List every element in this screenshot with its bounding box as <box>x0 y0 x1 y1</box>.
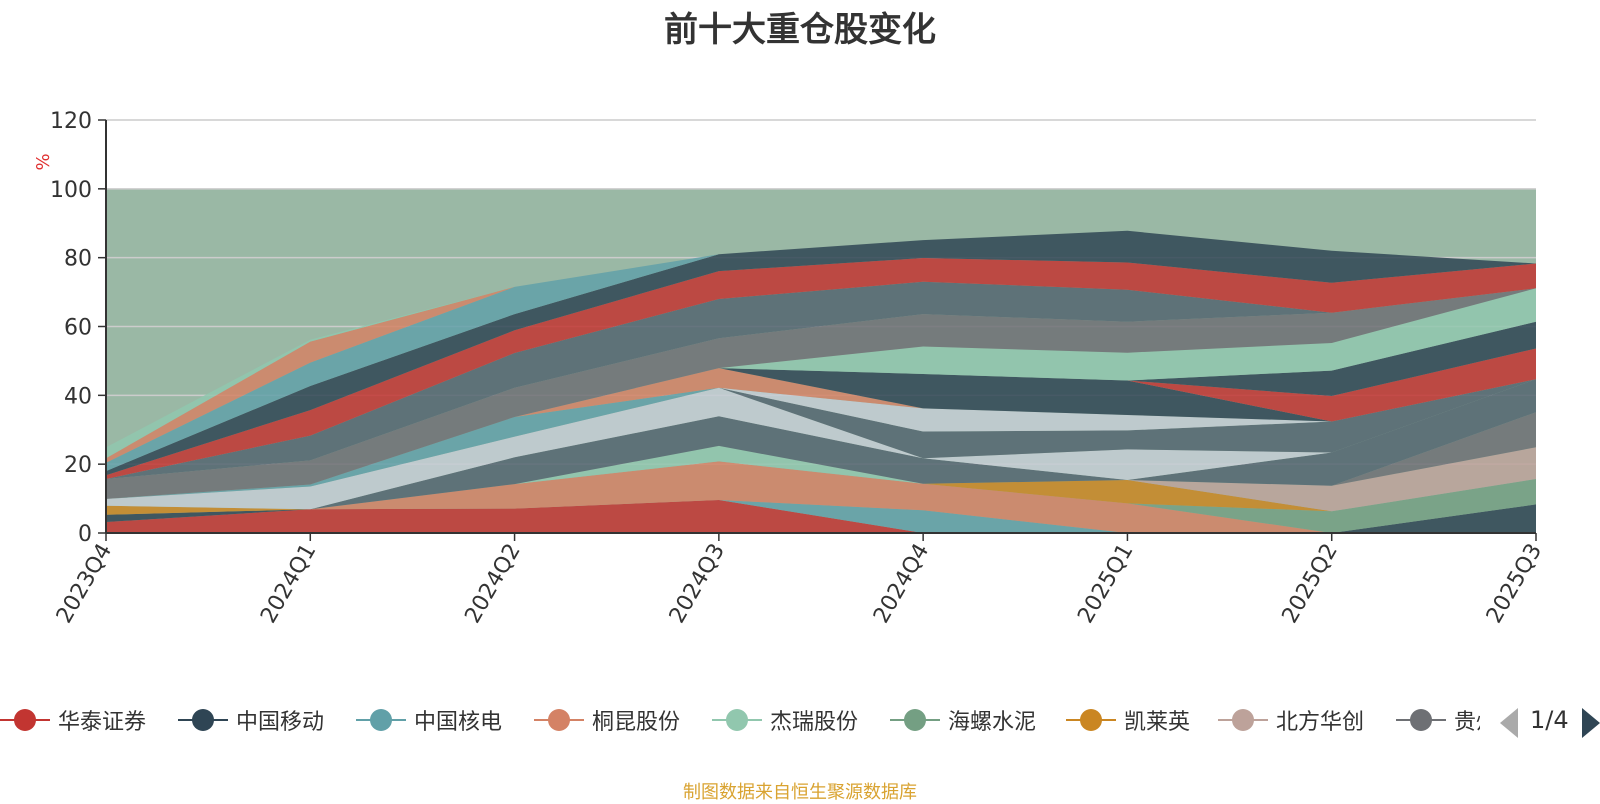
legend-label: 杰瑞股份 <box>770 710 859 735</box>
legend-item[interactable]: 杰瑞股份 <box>712 700 858 740</box>
x-tick-label: 2024Q3 <box>665 540 730 628</box>
area-series-11[interactable] <box>106 379 1536 510</box>
area-series-18[interactable] <box>106 348 1536 499</box>
legend-marker-icon <box>712 708 762 732</box>
legend-marker-icon <box>890 708 940 732</box>
area-series-23[interactable] <box>106 258 1536 479</box>
chart-canvas: 0 20 40 60 80 100 120% 2023Q4 2024Q1 2024Q2 2024Q3… <box>33 109 1547 628</box>
legend-label: 海螺水泥 <box>948 710 1037 735</box>
x-tick-label: 2025Q2 <box>1278 540 1343 628</box>
legend-label: 贵州茅台 <box>1454 710 1480 735</box>
legend-items: 华泰证券 中国移动 中国核电 桐昆股份 杰瑞股份 海螺水泥 凯莱英 北方华创 贵州茅台 <box>0 700 1480 740</box>
y-axis-label: % <box>33 153 54 170</box>
y-tick-label: 120 <box>50 109 92 134</box>
legend-prev-page-icon[interactable] <box>1500 708 1518 738</box>
legend-label: 桐昆股份 <box>592 710 681 735</box>
chart-title: 前十大重仓股变化 <box>664 10 936 50</box>
area-series-layer <box>106 230 1536 533</box>
y-tick-label: 100 <box>50 178 92 203</box>
legend-next-page-icon[interactable] <box>1582 708 1600 738</box>
legend-marker-icon <box>356 708 406 732</box>
legend-label: 中国核电 <box>414 710 503 735</box>
legend-item[interactable]: 桐昆股份 <box>534 700 680 740</box>
y-tick-label: 0 <box>78 522 92 547</box>
area-series-17[interactable] <box>106 368 1536 499</box>
area-series-10[interactable] <box>106 379 1536 510</box>
area-series-24[interactable] <box>106 230 1536 476</box>
y-tick-label: 80 <box>64 247 92 272</box>
legend-item[interactable]: 中国移动 <box>178 700 324 740</box>
legend-marker-icon <box>534 708 584 732</box>
y-tick-label: 20 <box>64 453 92 478</box>
legend-marker-icon <box>178 708 228 732</box>
source-note: 制图数据来自恒生聚源数据库 <box>683 782 917 803</box>
x-tick-label: 2024Q2 <box>460 540 525 628</box>
legend-page-indicator: 1/4 <box>1530 706 1569 734</box>
legend-label: 中国移动 <box>236 710 325 735</box>
area-series-7[interactable] <box>106 445 1536 515</box>
legend-marker-icon <box>1396 708 1446 732</box>
legend-item[interactable]: 凯莱英 <box>1066 700 1190 740</box>
legend-item[interactable]: 北方华创 <box>1218 700 1364 740</box>
area-series-6[interactable] <box>106 445 1536 533</box>
area-series-22[interactable] <box>106 281 1536 479</box>
x-tick-label: 2024Q1 <box>256 540 321 628</box>
area-series-21[interactable] <box>106 288 1536 499</box>
y-tick-label: 60 <box>64 316 92 341</box>
legend-item[interactable]: 贵州茅台 <box>1396 700 1480 740</box>
legend-label: 北方华创 <box>1276 710 1365 735</box>
legend-item[interactable]: 海螺水泥 <box>890 700 1036 740</box>
legend-label: 华泰证券 <box>58 710 147 735</box>
area-series-2[interactable] <box>106 500 1536 533</box>
x-tick-label: 2025Q1 <box>1073 540 1138 628</box>
x-tick-label: 2024Q4 <box>869 540 934 628</box>
area-series-12[interactable] <box>106 379 1536 499</box>
legend-label: 凯莱英 <box>1124 710 1191 735</box>
legend-item[interactable]: 中国核电 <box>356 700 502 740</box>
area-series-3[interactable] <box>106 500 1536 533</box>
area-series-16[interactable] <box>106 368 1536 499</box>
legend-marker-icon <box>1066 708 1116 732</box>
legend-marker-icon <box>0 708 50 732</box>
x-tick-label: 2023Q4 <box>52 540 117 628</box>
area-series-4[interactable] <box>106 461 1536 533</box>
legend-item[interactable]: 华泰证券 <box>0 700 146 740</box>
legend-marker-icon <box>1218 708 1268 732</box>
area-series-25[interactable] <box>106 230 1536 472</box>
x-tick-label: 2025Q3 <box>1482 540 1547 628</box>
legend: 华泰证券 中国移动 中国核电 桐昆股份 杰瑞股份 海螺水泥 凯莱英 北方华创 贵州茅台 1/4 <box>0 700 1600 740</box>
y-tick-label: 40 <box>64 384 92 409</box>
area-series-13[interactable] <box>106 379 1536 499</box>
